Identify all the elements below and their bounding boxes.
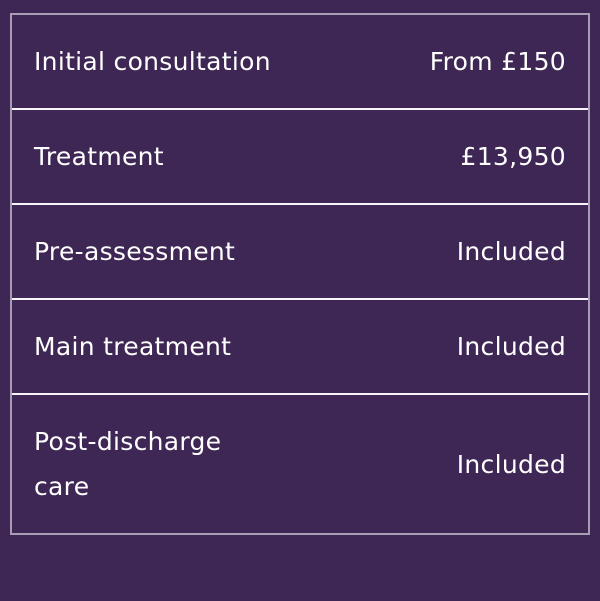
row-value: Included — [456, 449, 566, 479]
row-value: £13,950 — [460, 142, 566, 171]
row-value: Included — [456, 332, 566, 361]
table-row: Main treatment Included — [12, 298, 588, 393]
pricing-table: Initial consultation From £150 Treatment… — [10, 13, 590, 535]
table-row: Post-discharge care Included — [12, 393, 588, 533]
row-value: From £150 — [429, 47, 566, 76]
table-row: Initial consultation From £150 — [12, 15, 588, 108]
table-row: Treatment £13,950 — [12, 108, 588, 203]
row-label: Main treatment — [34, 332, 232, 361]
table-row: Pre-assessment Included — [12, 203, 588, 298]
row-label: Treatment — [34, 142, 164, 171]
row-label: Pre-assessment — [34, 237, 236, 266]
row-label: Initial consultation — [34, 47, 271, 76]
row-label: Post-discharge care — [34, 427, 222, 501]
row-value: Included — [456, 237, 566, 266]
